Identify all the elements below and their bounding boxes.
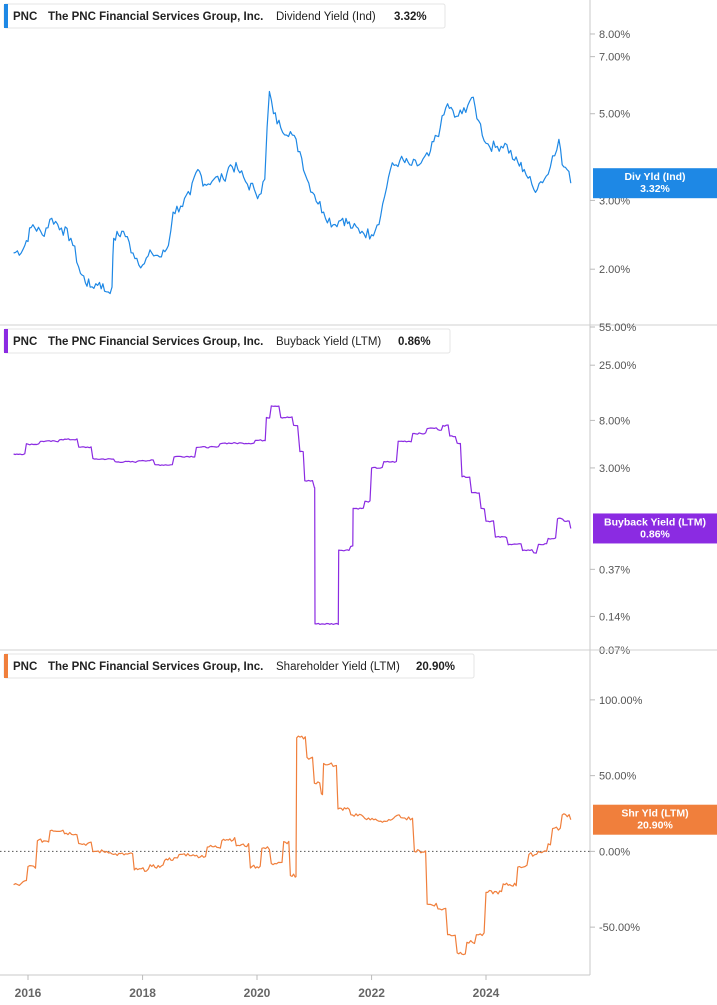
header-current-value: 20.90%	[416, 661, 455, 673]
y-tick-label: -50.00%	[599, 922, 640, 934]
badge-value: 3.32%	[640, 183, 670, 195]
series-color-swatch	[4, 4, 8, 28]
panel-2: 55.00% 25.00% 8.00% 3.00% 0.37% 0.14% 0.07% PNC…	[0, 322, 717, 657]
current-value-badge: Buyback Yield (LTM)0.86%	[593, 513, 717, 544]
x-tick-label: 2016	[15, 986, 42, 1000]
y-tick-label: 7.00%	[599, 52, 630, 64]
header-metric: Shareholder Yield (LTM)	[276, 661, 400, 673]
x-axis: 2016 2018 2020 2022 2024	[0, 974, 590, 1000]
y-tick-label: 0.37%	[599, 564, 630, 576]
y-tick-label: 2.00%	[599, 264, 630, 276]
badge-value: 20.90%	[637, 820, 673, 832]
y-tick-label: 3.00%	[599, 463, 630, 475]
header-metric: Dividend Yield (Ind)	[276, 11, 376, 23]
header-company: The PNC Financial Services Group, Inc.	[48, 661, 263, 673]
x-tick-label: 2022	[358, 986, 385, 1000]
y-tick-label: 0.07%	[599, 645, 630, 657]
x-tick-label: 2018	[129, 986, 156, 1000]
x-tick-label: 2024	[473, 986, 500, 1000]
badge-label: Buyback Yield (LTM)	[604, 516, 706, 528]
y-tick-label: 100.00%	[599, 695, 643, 707]
y-tick-label: 0.00%	[599, 846, 630, 858]
badge-background	[593, 513, 717, 544]
badge-value: 0.86%	[640, 528, 670, 540]
badge-background	[593, 804, 717, 835]
series-color-swatch	[4, 329, 8, 353]
panel-3: 100.00% 50.00% 0.00% -50.00% PNC The PNC Fina…	[0, 649, 717, 956]
header-metric: Buyback Yield (LTM)	[276, 336, 381, 348]
panel-header: PNC The PNC Financial Services Group, Inc…	[3, 653, 475, 679]
badge-label: Shr Yld (LTM)	[621, 808, 688, 820]
y-tick-label: 50.00%	[599, 771, 637, 783]
y-tick-label: 5.00%	[599, 109, 630, 121]
badge-background	[593, 168, 717, 199]
y-tick-label: 0.14%	[599, 611, 630, 623]
badge-label: Div Yld (Ind)	[624, 171, 685, 183]
y-tick-label: 8.00%	[599, 29, 630, 41]
y-tick-label: 25.00%	[599, 360, 637, 372]
current-value-badge: Div Yld (Ind)3.32%	[593, 168, 717, 199]
header-ticker: PNC	[13, 661, 37, 673]
x-tick-label: 2020	[244, 986, 271, 1000]
header-current-value: 0.86%	[398, 336, 431, 348]
y-tick-label: 8.00%	[599, 415, 630, 427]
series-line	[13, 405, 572, 626]
header-company: The PNC Financial Services Group, Inc.	[48, 11, 263, 23]
series-color-swatch	[4, 654, 8, 678]
series-line	[13, 735, 572, 956]
header-ticker: PNC	[13, 11, 37, 23]
header-company: The PNC Financial Services Group, Inc.	[48, 336, 263, 348]
y-tick-label: 3.00%	[599, 195, 630, 207]
series-line	[13, 90, 572, 295]
panel-1: 8.00% 7.00% 5.00% 3.00% 2.00% PNC The PNC Fina…	[3, 3, 717, 295]
y-tick-label: 55.00%	[599, 322, 637, 334]
current-value-badge: Shr Yld (LTM)20.90%	[593, 804, 717, 835]
panel-header: PNC The PNC Financial Services Group, Inc…	[3, 328, 451, 354]
panel-header: PNC The PNC Financial Services Group, Inc…	[3, 3, 446, 29]
header-ticker: PNC	[13, 336, 37, 348]
header-current-value: 3.32%	[394, 11, 427, 23]
